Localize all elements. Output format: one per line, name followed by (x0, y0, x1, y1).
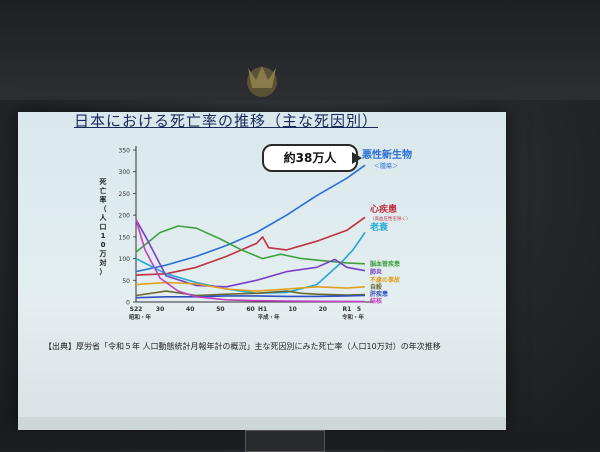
y-tick-label: 300 (119, 169, 131, 176)
series-label-老衰: 老衰 (369, 221, 389, 233)
y-axis-label: 対 (99, 258, 107, 267)
stand-box (245, 430, 325, 452)
screen-edge (18, 417, 506, 430)
series-line-悪性新生物 (135, 164, 366, 273)
ceiling (0, 0, 600, 100)
x-tick-label: S22 (130, 306, 143, 313)
x-tick-label: 5 (357, 306, 361, 313)
x-tick-label: 50 (216, 306, 224, 313)
series-line-老衰 (135, 232, 366, 295)
series-label-不慮の事故: 不慮の事故 (370, 276, 401, 284)
y-axis-label: 0 (101, 241, 106, 249)
source-citation: 【出典】厚労省「令和５年 人口動態統計月報年計の概況」主な死因別にみた死亡率（人… (44, 342, 441, 351)
y-axis-label: 率 (100, 195, 107, 204)
y-tick-label: 50 (122, 278, 130, 285)
y-tick-label: 200 (119, 213, 131, 220)
series-label-悪性新生物: 悪性新生物 (362, 148, 412, 161)
y-tick-label: 100 (119, 256, 131, 263)
x-tick-label: R1 (343, 306, 352, 313)
y-tick-label: 350 (119, 148, 131, 155)
series-label-心疾患: 心疾患 (370, 203, 397, 215)
y-axis-label: 人 (100, 213, 108, 222)
y-axis-label: 1 (101, 232, 106, 240)
y-axis-label: 亡 (100, 186, 107, 195)
series-label-肝疾患: 肝疾患 (370, 290, 388, 298)
slide-title: 日本における死亡率の推移（主な死因別） (74, 112, 379, 130)
emblem-icon (247, 66, 277, 97)
series-label-自殺: 自殺 (370, 283, 383, 291)
y-axis-label: 口 (100, 223, 107, 231)
x-tick-label: 30 (156, 306, 164, 313)
y-axis-label: ） (100, 268, 107, 276)
series-line-自殺 (135, 290, 366, 297)
y-tick-label: 150 (119, 234, 131, 241)
x-era-label: 昭和・年 (129, 313, 152, 321)
x-tick-label: 60 (246, 306, 254, 313)
y-axis-label: （ (100, 205, 107, 213)
x-era-label: 令和・年 (342, 313, 365, 321)
callout-box: 約38万人 (262, 144, 358, 172)
callout-tail (352, 152, 362, 164)
series-line-心疾患 (135, 216, 366, 276)
series-sublabel-心疾患: （高血圧性を除く） (370, 215, 411, 222)
x-era-label: 平成・年 (258, 313, 281, 321)
series-line-結核 (135, 219, 366, 303)
y-tick-label: 0 (126, 300, 130, 307)
series-line-肺炎 (135, 219, 366, 288)
series-label-肺炎: 肺炎 (370, 268, 382, 276)
series-label-脳血管疾患: 脳血管疾患 (370, 260, 400, 268)
series-line-脳血管疾患 (135, 225, 366, 265)
series-line-不慮の事故 (135, 281, 366, 292)
series-label-結核: 結核 (370, 297, 382, 305)
y-axis-label: 万 (99, 250, 107, 258)
series-line-肝疾患 (135, 294, 366, 299)
y-axis-label: 死 (99, 178, 107, 186)
y-tick-label: 250 (119, 191, 131, 198)
x-tick-label: 20 (319, 306, 327, 313)
series-sublabel-悪性新生物: ＜腫瘍＞ (374, 162, 398, 170)
x-tick-label: H1 (258, 306, 267, 313)
x-tick-label: 10 (289, 306, 297, 313)
x-tick-label: 40 (186, 306, 194, 313)
